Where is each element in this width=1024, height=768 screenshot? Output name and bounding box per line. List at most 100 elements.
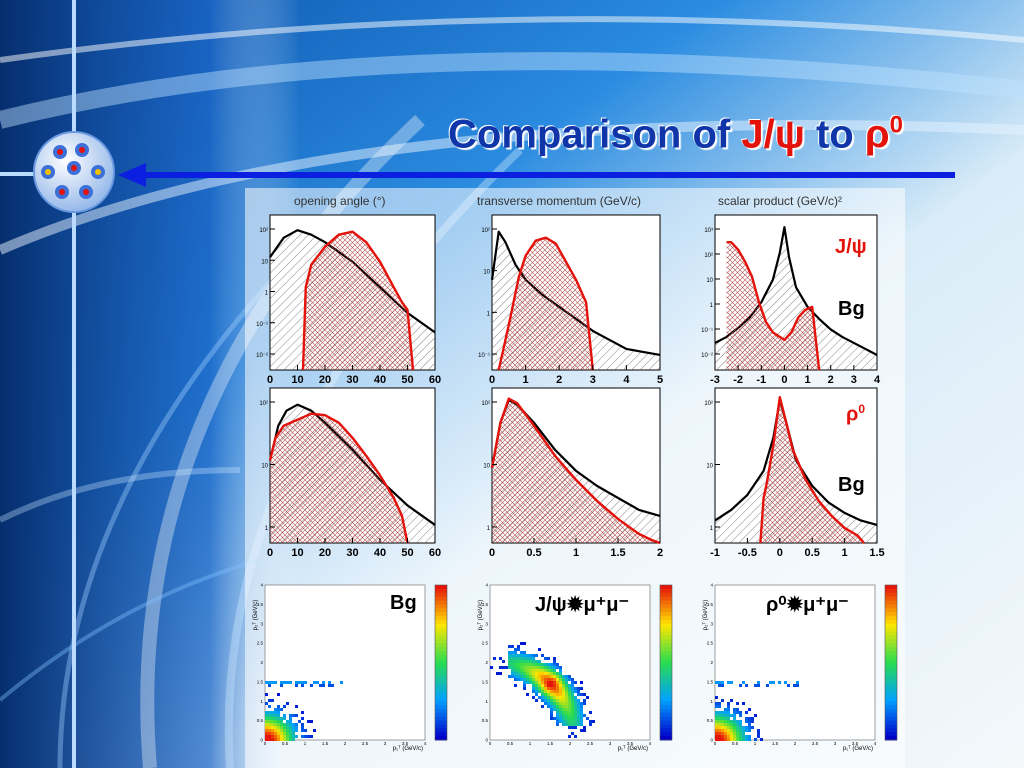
heatmap-cell-r3c2 bbox=[541, 684, 544, 687]
heatmap-cell-r3c2 bbox=[565, 714, 568, 717]
heatmap-cell-r3c2 bbox=[556, 663, 559, 666]
heatmap-cell-r3c2 bbox=[553, 717, 556, 720]
heatmap-cell-r3c2 bbox=[523, 642, 526, 645]
heatmap-cell-r3c1 bbox=[301, 735, 304, 738]
heatmap-cell-r3c2 bbox=[556, 705, 559, 708]
heatmap-cell-r3c2 bbox=[544, 690, 547, 693]
colorbar-segment-r3c2 bbox=[660, 643, 672, 648]
heatmap-cell-r3c1 bbox=[295, 723, 298, 726]
heatmap-cell-r3c1 bbox=[265, 729, 268, 732]
heatmap-cell-r3c3 bbox=[721, 735, 724, 738]
heatmap-cell-r3c3 bbox=[730, 732, 733, 735]
heatmap-cell-r3c3 bbox=[721, 681, 724, 684]
heatmap-cell-r3c2 bbox=[559, 720, 562, 723]
heatmap-cell-r3c2 bbox=[574, 714, 577, 717]
x-tick-label-r1c2: 4 bbox=[623, 374, 630, 386]
colorbar-segment-r3c2 bbox=[660, 732, 672, 737]
heatmap-cell-r3c2 bbox=[568, 696, 571, 699]
heatmap-cell-r3c1 bbox=[286, 720, 289, 723]
heatmap-cell-r3c1 bbox=[286, 735, 289, 738]
heatmap-cell-r3c2 bbox=[535, 684, 538, 687]
colorbar-segment-r3c1 bbox=[435, 658, 447, 663]
heatmap-cell-r3c2 bbox=[493, 657, 496, 660]
heatmap-cell-r3c2 bbox=[511, 669, 514, 672]
jpsi-label: J/ψ bbox=[835, 236, 867, 258]
heatmap-cell-r3c2 bbox=[571, 699, 574, 702]
heatmap-cell-r3c2 bbox=[559, 672, 562, 675]
heatmap-cell-r3c2 bbox=[520, 654, 523, 657]
heatmap-cell-r3c1 bbox=[277, 714, 280, 717]
colorbar-segment-r3c1 bbox=[435, 705, 447, 710]
heatmap-cell-r3c3 bbox=[715, 720, 718, 723]
colorbar-segment-r3c3 bbox=[885, 670, 897, 675]
heatmap-cell-r3c2 bbox=[553, 666, 556, 669]
heatmap-cell-r3c2 bbox=[511, 660, 514, 663]
heatmap-cell-r3c2 bbox=[529, 669, 532, 672]
heatmap-cell-r3c2 bbox=[526, 693, 529, 696]
heatmap-cell-r3c1 bbox=[304, 735, 307, 738]
colorbar-segment-r3c2 bbox=[660, 728, 672, 733]
heatmap-cell-r3c3 bbox=[715, 738, 718, 741]
scatter-label-jpsi: J/ψ✹μ⁺μ⁻ bbox=[535, 594, 630, 616]
heatmap-cell-r3c3 bbox=[745, 720, 748, 723]
heatmap-cell-r3c2 bbox=[574, 699, 577, 702]
heatmap-cell-r3c1 bbox=[298, 681, 301, 684]
heatmap-cell-r3c1 bbox=[268, 684, 271, 687]
heatmap-cell-r3c2 bbox=[574, 717, 577, 720]
heatmap-cell-r3c2 bbox=[544, 666, 547, 669]
heatmap-cell-r3c2 bbox=[547, 696, 550, 699]
heatmap-cell-r3c2 bbox=[562, 681, 565, 684]
heatmap-cell-r3c1 bbox=[274, 720, 277, 723]
colorbar-segment-r3c1 bbox=[435, 631, 447, 636]
heatmap-cell-r3c1 bbox=[295, 726, 298, 729]
heatmap-cell-r3c2 bbox=[541, 705, 544, 708]
heatmap-cell-r3c2 bbox=[571, 702, 574, 705]
y-tick-label-r3c3: 1.5 bbox=[707, 679, 714, 684]
heatmap-cell-r3c3 bbox=[724, 732, 727, 735]
heatmap-cell-r3c2 bbox=[577, 693, 580, 696]
x-tick-label-r2c3: -0.5 bbox=[738, 547, 757, 559]
heatmap-cell-r3c3 bbox=[745, 729, 748, 732]
heatmap-cell-r3c2 bbox=[547, 678, 550, 681]
colorbar-segment-r3c3 bbox=[885, 674, 897, 679]
colorbar-segment-r3c2 bbox=[660, 650, 672, 656]
heatmap-cell-r3c3 bbox=[721, 729, 724, 732]
colorbar-segment-r3c3 bbox=[885, 639, 897, 644]
heatmap-cell-r3c1 bbox=[271, 717, 274, 720]
heatmap-cell-r3c2 bbox=[532, 684, 535, 687]
heatmap-cell-r3c3 bbox=[751, 717, 754, 720]
heatmap-cell-r3c2 bbox=[547, 663, 550, 666]
heatmap-cell-r3c2 bbox=[523, 669, 526, 672]
heatmap-cell-r3c2 bbox=[520, 669, 523, 672]
heatmap-cell-r3c2 bbox=[589, 720, 592, 723]
colorbar-segment-r3c3 bbox=[885, 596, 897, 601]
heatmap-cell-r3c2 bbox=[508, 675, 511, 678]
heatmap-cell-r3c2 bbox=[550, 684, 553, 687]
x-axis-label-r3c3: p₁ᵀ (GeV/c) bbox=[843, 745, 873, 752]
heatmap-cell-r3c3 bbox=[733, 738, 736, 741]
heatmap-cell-r3c2 bbox=[568, 702, 571, 705]
heatmap-cell-r3c3 bbox=[718, 723, 721, 726]
heatmap-cell-r3c3 bbox=[745, 738, 748, 741]
heatmap-cell-r3c3 bbox=[733, 726, 736, 729]
y-tick-label-r3c1: 4 bbox=[260, 583, 263, 588]
heatmap-cell-r3c2 bbox=[535, 690, 538, 693]
heatmap-cell-r3c2 bbox=[535, 672, 538, 675]
colorbar-segment-r3c3 bbox=[885, 693, 897, 698]
colorbar-segment-r3c2 bbox=[660, 619, 672, 625]
heatmap-cell-r3c3 bbox=[733, 708, 736, 711]
heatmap-cell-r3c1 bbox=[307, 735, 310, 738]
heatmap-cell-r3c2 bbox=[562, 708, 565, 711]
heatmap-cell-r3c2 bbox=[538, 666, 541, 669]
heatmap-cell-r3c2 bbox=[547, 672, 550, 675]
colorbar-segment-r3c2 bbox=[660, 678, 672, 683]
heatmap-cell-r3c2 bbox=[550, 690, 553, 693]
heatmap-cell-r3c1 bbox=[265, 714, 268, 717]
heatmap-cell-r3c1 bbox=[280, 732, 283, 735]
heatmap-cell-r3c3 bbox=[742, 735, 745, 738]
heatmap-cell-r3c3 bbox=[742, 738, 745, 741]
heatmap-cell-r3c2 bbox=[532, 657, 535, 660]
y-axis-label-r3c2: p₂ᵀ (GeV/c) bbox=[477, 600, 484, 631]
heatmap-cell-r3c1 bbox=[277, 738, 280, 741]
heatmap-cell-r3c3 bbox=[754, 714, 757, 717]
